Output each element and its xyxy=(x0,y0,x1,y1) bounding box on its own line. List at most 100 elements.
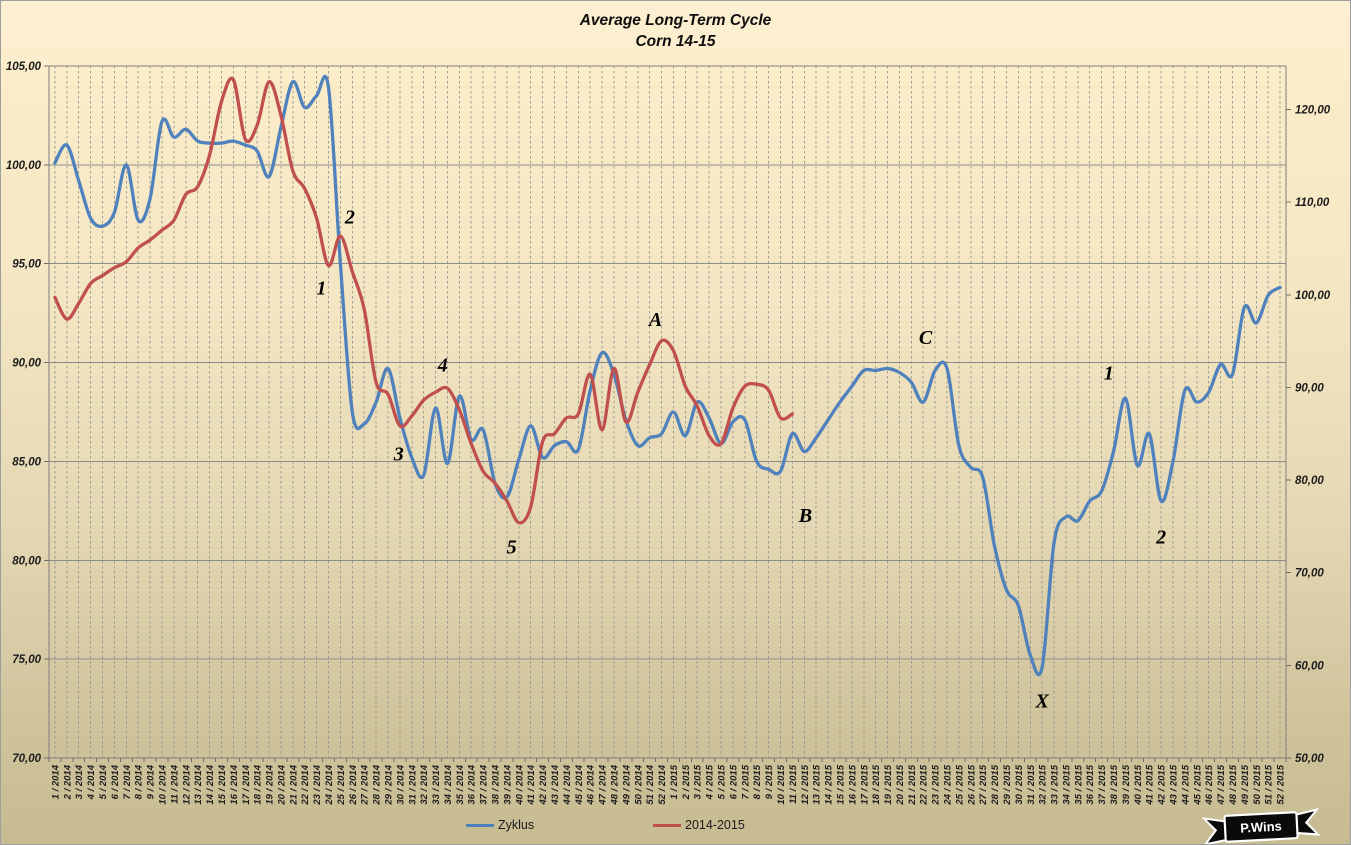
svg-text:30 / 2015: 30 / 2015 xyxy=(1014,764,1025,804)
svg-text:75,00: 75,00 xyxy=(12,654,41,666)
svg-text:49 / 2014: 49 / 2014 xyxy=(621,764,632,805)
svg-text:90,00: 90,00 xyxy=(1295,382,1324,394)
legend-label-zyklus: Zyklus xyxy=(498,818,535,832)
svg-text:35 / 2015: 35 / 2015 xyxy=(1073,764,1084,804)
svg-text:20 / 2014: 20 / 2014 xyxy=(276,764,287,805)
svg-text:45 / 2015: 45 / 2015 xyxy=(1192,764,1203,805)
svg-text:A: A xyxy=(647,309,662,331)
svg-text:39 / 2015: 39 / 2015 xyxy=(1121,764,1132,804)
svg-text:70,00: 70,00 xyxy=(12,753,41,765)
svg-text:80,00: 80,00 xyxy=(12,555,41,567)
svg-text:24 / 2014: 24 / 2014 xyxy=(324,764,335,805)
svg-text:80,00: 80,00 xyxy=(1295,475,1324,487)
svg-text:2: 2 xyxy=(1155,527,1166,549)
svg-text:4 / 2014: 4 / 2014 xyxy=(86,764,97,800)
svg-text:52 / 2015: 52 / 2015 xyxy=(1276,764,1287,804)
svg-text:29 / 2014: 29 / 2014 xyxy=(383,764,394,805)
legend-item-zyklus: Zyklus xyxy=(466,818,534,832)
svg-text:43 / 2015: 43 / 2015 xyxy=(1169,764,1180,805)
svg-text:17 / 2015: 17 / 2015 xyxy=(859,764,870,804)
svg-text:B: B xyxy=(798,505,812,527)
pwins-logo-text: P.Wins xyxy=(1240,818,1282,835)
svg-text:13 / 2014: 13 / 2014 xyxy=(193,764,204,804)
svg-text:34 / 2014: 34 / 2014 xyxy=(443,764,454,804)
svg-text:7 / 2014: 7 / 2014 xyxy=(122,764,133,799)
svg-text:14 / 2014: 14 / 2014 xyxy=(205,764,216,804)
svg-text:105,00: 105,00 xyxy=(6,61,42,73)
svg-text:25 / 2015: 25 / 2015 xyxy=(954,764,965,805)
chart-title-line2: Corn 14-15 xyxy=(635,33,716,50)
svg-text:33 / 2015: 33 / 2015 xyxy=(1050,764,1061,804)
svg-text:50 / 2014: 50 / 2014 xyxy=(633,764,644,804)
chart-title-line1: Average Long-Term Cycle xyxy=(579,12,772,29)
svg-text:36 / 2015: 36 / 2015 xyxy=(1085,764,1096,804)
svg-text:47 / 2014: 47 / 2014 xyxy=(598,764,609,805)
plot-border xyxy=(48,65,1287,759)
svg-text:36 / 2014: 36 / 2014 xyxy=(467,764,478,804)
svg-text:20 / 2015: 20 / 2015 xyxy=(895,764,906,805)
vertical-gridlines xyxy=(54,66,1281,758)
svg-text:2 / 2014: 2 / 2014 xyxy=(62,764,73,800)
legend-swatch-2014-2015 xyxy=(653,823,681,827)
svg-text:31 / 2015: 31 / 2015 xyxy=(1026,764,1037,804)
svg-text:17 / 2014: 17 / 2014 xyxy=(241,764,252,804)
svg-text:44 / 2015: 44 / 2015 xyxy=(1180,764,1191,805)
svg-text:30 / 2014: 30 / 2014 xyxy=(395,764,406,804)
svg-text:32 / 2015: 32 / 2015 xyxy=(1038,764,1049,804)
svg-text:51 / 2014: 51 / 2014 xyxy=(645,764,656,804)
svg-text:29 / 2015: 29 / 2015 xyxy=(1002,764,1013,805)
svg-text:100,00: 100,00 xyxy=(1295,290,1331,302)
svg-text:14 / 2015: 14 / 2015 xyxy=(824,764,835,804)
svg-text:3: 3 xyxy=(393,444,404,466)
svg-text:12 / 2015: 12 / 2015 xyxy=(800,764,811,804)
svg-text:47 / 2015: 47 / 2015 xyxy=(1216,764,1227,805)
svg-text:5: 5 xyxy=(507,536,517,558)
svg-text:48 / 2015: 48 / 2015 xyxy=(1228,764,1239,805)
svg-text:1: 1 xyxy=(1104,362,1114,384)
svg-text:39 / 2014: 39 / 2014 xyxy=(502,764,513,804)
legend-swatch-zyklus xyxy=(466,823,494,827)
svg-text:2 / 2015: 2 / 2015 xyxy=(681,764,692,800)
svg-text:X: X xyxy=(1034,691,1049,713)
svg-text:6 / 2014: 6 / 2014 xyxy=(110,764,121,799)
svg-text:15 / 2014: 15 / 2014 xyxy=(217,764,228,804)
svg-text:19 / 2015: 19 / 2015 xyxy=(883,764,894,804)
svg-text:2: 2 xyxy=(344,206,355,228)
svg-text:51 / 2015: 51 / 2015 xyxy=(1264,764,1275,804)
svg-text:16 / 2014: 16 / 2014 xyxy=(229,764,240,804)
svg-text:85,00: 85,00 xyxy=(12,456,41,468)
svg-text:19 / 2014: 19 / 2014 xyxy=(265,764,276,804)
svg-text:31 / 2014: 31 / 2014 xyxy=(407,764,418,804)
svg-text:6 / 2015: 6 / 2015 xyxy=(728,764,739,799)
svg-text:3 / 2014: 3 / 2014 xyxy=(74,764,85,799)
svg-text:8 / 2014: 8 / 2014 xyxy=(134,764,145,799)
svg-text:11 / 2014: 11 / 2014 xyxy=(169,764,180,804)
svg-text:1: 1 xyxy=(316,277,326,299)
svg-text:42 / 2014: 42 / 2014 xyxy=(538,764,549,805)
pwins-ribbon-icon: P.Wins xyxy=(1201,807,1321,844)
svg-text:21 / 2015: 21 / 2015 xyxy=(907,764,918,805)
svg-text:42 / 2015: 42 / 2015 xyxy=(1157,764,1168,805)
svg-text:18 / 2014: 18 / 2014 xyxy=(253,764,264,804)
svg-text:13 / 2015: 13 / 2015 xyxy=(812,764,823,804)
svg-text:46 / 2015: 46 / 2015 xyxy=(1204,764,1215,805)
right-axis-labels: 120,00 110,00 100,00 90,00 80,00 70,00 60,00 50… xyxy=(1295,105,1331,765)
legend-label-2014-2015: 2014-2015 xyxy=(685,818,745,832)
svg-text:35 / 2014: 35 / 2014 xyxy=(455,764,466,804)
x-axis-labels: 1 / 2014 2 / 2014 3 / 2014 4 / 2014 5 / 2014… xyxy=(50,764,1286,805)
chart-title: Average Long-Term Cycle Corn 14-15 xyxy=(1,10,1350,52)
svg-text:22 / 2014: 22 / 2014 xyxy=(300,764,311,805)
svg-text:4: 4 xyxy=(437,355,448,377)
svg-text:38 / 2014: 38 / 2014 xyxy=(491,764,502,804)
svg-text:120,00: 120,00 xyxy=(1295,105,1331,117)
legend-item-2014-2015: 2014-2015 xyxy=(653,818,745,832)
svg-text:28 / 2014: 28 / 2014 xyxy=(372,764,383,805)
svg-text:23 / 2014: 23 / 2014 xyxy=(312,764,323,805)
series-line-2014-2015 xyxy=(53,76,795,525)
svg-text:5 / 2015: 5 / 2015 xyxy=(717,764,728,799)
svg-text:48 / 2014: 48 / 2014 xyxy=(609,764,620,805)
svg-text:45 / 2014: 45 / 2014 xyxy=(574,764,585,805)
svg-text:110,00: 110,00 xyxy=(1295,197,1330,209)
svg-text:11 / 2015: 11 / 2015 xyxy=(788,764,799,804)
